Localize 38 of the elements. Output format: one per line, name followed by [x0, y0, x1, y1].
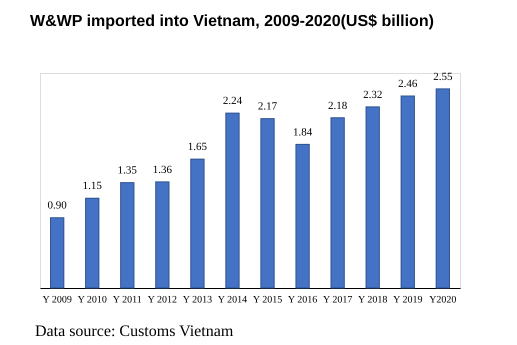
data-label: 1.84 [292, 126, 313, 138]
x-tick-label: Y2020 [429, 294, 456, 306]
x-tick-label: Y 2009 [42, 294, 72, 306]
bar [295, 144, 310, 288]
x-tick-label: Y 2015 [252, 294, 282, 306]
x-tick-label: Y 2010 [78, 294, 107, 306]
bar [330, 117, 345, 288]
data-label: 2.32 [363, 88, 382, 101]
source-note: Data source: Customs Vietnam [35, 323, 234, 340]
x-tick-label: Y 2019 [393, 294, 422, 306]
data-label: 0.90 [48, 200, 68, 212]
chart-title: W&WP imported into Vietnam, 2009-2020(US$ billion) [30, 12, 434, 30]
data-label: 1.65 [188, 141, 208, 154]
data-label: 1.15 [82, 180, 102, 192]
data-label: 2.24 [222, 95, 243, 108]
bar [85, 198, 100, 288]
data-label: 2.55 [433, 70, 453, 83]
bar [190, 158, 205, 288]
x-tick-label: Y 2014 [218, 294, 248, 306]
data-label: 1.36 [152, 164, 172, 176]
data-label: 2.17 [258, 100, 278, 113]
x-tick-label: Y 2012 [148, 294, 178, 306]
bar [260, 118, 275, 288]
bar [366, 106, 380, 288]
x-tick-label: Y 2011 [112, 294, 142, 306]
bar [50, 217, 64, 288]
x-tick-label: Y 2013 [182, 294, 212, 306]
x-tick-label: Y 2017 [322, 294, 352, 306]
bar [225, 112, 240, 288]
data-label: 1.35 [118, 164, 138, 177]
bar [400, 95, 415, 288]
bar [120, 182, 134, 288]
bar [155, 181, 170, 288]
bar [436, 88, 450, 288]
data-label: 2.46 [398, 78, 418, 90]
x-tick-label: Y 2016 [288, 294, 318, 306]
x-tick-label: Y 2018 [358, 294, 388, 306]
data-label: 2.18 [328, 100, 348, 112]
